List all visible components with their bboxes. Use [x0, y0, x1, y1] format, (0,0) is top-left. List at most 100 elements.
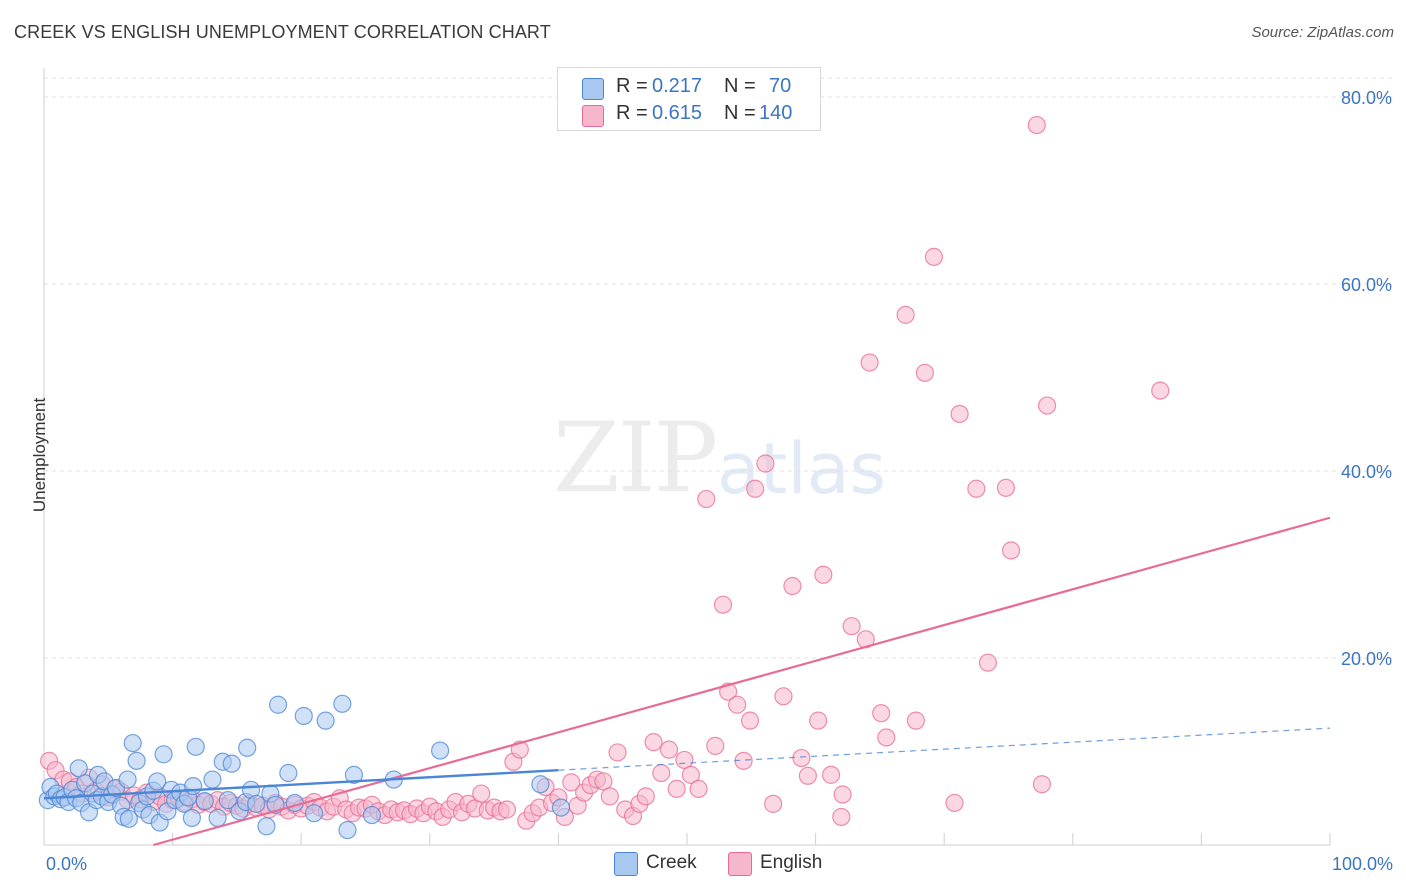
creek-trend-line — [43, 769, 559, 800]
legend-r-label: R = — [616, 102, 648, 124]
creek-point — [182, 808, 201, 827]
english-point — [600, 787, 619, 806]
english-point — [1001, 541, 1021, 560]
english-point — [1027, 115, 1046, 135]
english-point — [792, 748, 811, 768]
english-point — [1037, 396, 1057, 415]
english-point — [1151, 381, 1170, 400]
creek-point — [344, 765, 364, 784]
bottom-legend-swatch-creek — [614, 852, 638, 876]
creek-point — [222, 754, 241, 773]
english-point — [924, 247, 944, 266]
legend-n-value: 140 — [759, 102, 793, 124]
legend-n-value: 70 — [769, 75, 792, 97]
english-point — [798, 766, 817, 785]
legend-swatch-english — [582, 105, 604, 127]
english-point — [746, 479, 765, 498]
english-point — [1032, 775, 1052, 794]
english-point — [872, 704, 891, 723]
english-point — [697, 489, 716, 509]
english-point — [667, 779, 686, 799]
tick-labels: 20.0% 40.0% 60.0% 80.0% 0.0% 100.0% — [46, 88, 1393, 874]
english-point — [832, 807, 851, 827]
legend-swatch-creek — [582, 78, 604, 100]
english-point — [783, 576, 802, 596]
creek-point — [362, 805, 382, 825]
grid-lines — [44, 77, 1392, 659]
english-point — [681, 765, 700, 784]
creek-point — [203, 770, 222, 789]
creek-point — [551, 798, 571, 817]
x-tick-label: 0.0% — [46, 854, 87, 874]
english-point — [842, 617, 861, 636]
english-point — [689, 779, 708, 799]
creek-point — [531, 775, 550, 794]
english-point — [906, 711, 926, 730]
creek-point — [238, 738, 257, 757]
bottom-legend-swatch-english — [728, 852, 752, 876]
data-points — [38, 115, 1170, 840]
bottom-legend-label-english: English — [760, 852, 823, 873]
creek-point — [69, 759, 88, 778]
y-tick-label: 40.0% — [1341, 462, 1392, 482]
creek-point — [304, 804, 324, 823]
creek-point — [184, 776, 203, 796]
english-point — [950, 404, 969, 424]
english-point — [659, 740, 679, 759]
english-point — [774, 687, 793, 706]
creek-point — [338, 820, 357, 840]
legend-r-label: R = — [616, 75, 648, 97]
english-point — [896, 305, 915, 324]
english-point — [740, 711, 760, 730]
english-point — [809, 711, 828, 730]
english-point — [978, 653, 998, 672]
english-point — [706, 736, 725, 755]
english-point — [644, 733, 663, 752]
english-point — [728, 695, 747, 714]
legend-r-value: 0.615 — [652, 102, 703, 124]
english-point — [860, 353, 879, 372]
watermark-zip: ZIP — [553, 402, 718, 514]
english-point — [713, 595, 733, 614]
chart-title: CREEK VS ENGLISH UNEMPLOYMENT CORRELATIO… — [14, 22, 551, 42]
english-point — [814, 565, 833, 584]
y-tick-label: 20.0% — [1341, 649, 1392, 669]
english-point — [594, 772, 613, 791]
x-tick-label: 100.0% — [1332, 854, 1393, 874]
creek-point — [154, 745, 173, 764]
y-axis-label: Unemployment — [30, 397, 49, 513]
legend-n-label: N = — [724, 75, 756, 97]
creek-point — [430, 741, 450, 760]
english-point — [764, 794, 783, 813]
english-point — [652, 763, 671, 783]
english-point — [472, 784, 491, 803]
creek-point — [333, 694, 352, 713]
english-point — [833, 785, 852, 804]
creek-point — [148, 772, 167, 791]
legend-n-label: N = — [724, 102, 756, 124]
english-point — [675, 750, 694, 770]
axes — [43, 68, 1331, 846]
creek-point — [118, 770, 137, 789]
creek-point — [294, 706, 313, 726]
english-point — [562, 773, 581, 792]
y-tick-label: 80.0% — [1341, 88, 1392, 108]
trend-lines — [43, 516, 1331, 847]
y-tick-label: 60.0% — [1341, 275, 1392, 295]
creek-point — [208, 808, 227, 827]
english-point — [967, 479, 986, 498]
creek-trend-extension — [558, 727, 1331, 771]
english-point — [636, 787, 655, 806]
english-point — [756, 454, 775, 473]
english-trend-line — [153, 516, 1331, 847]
creek-point — [186, 737, 205, 756]
english-point — [996, 478, 1016, 497]
english-point — [877, 728, 896, 747]
watermark-atlas: atlas — [717, 428, 887, 510]
creek-point — [247, 794, 266, 813]
english-point — [915, 363, 935, 382]
english-point — [497, 800, 517, 819]
creek-point — [279, 763, 298, 783]
creek-point — [218, 791, 237, 810]
